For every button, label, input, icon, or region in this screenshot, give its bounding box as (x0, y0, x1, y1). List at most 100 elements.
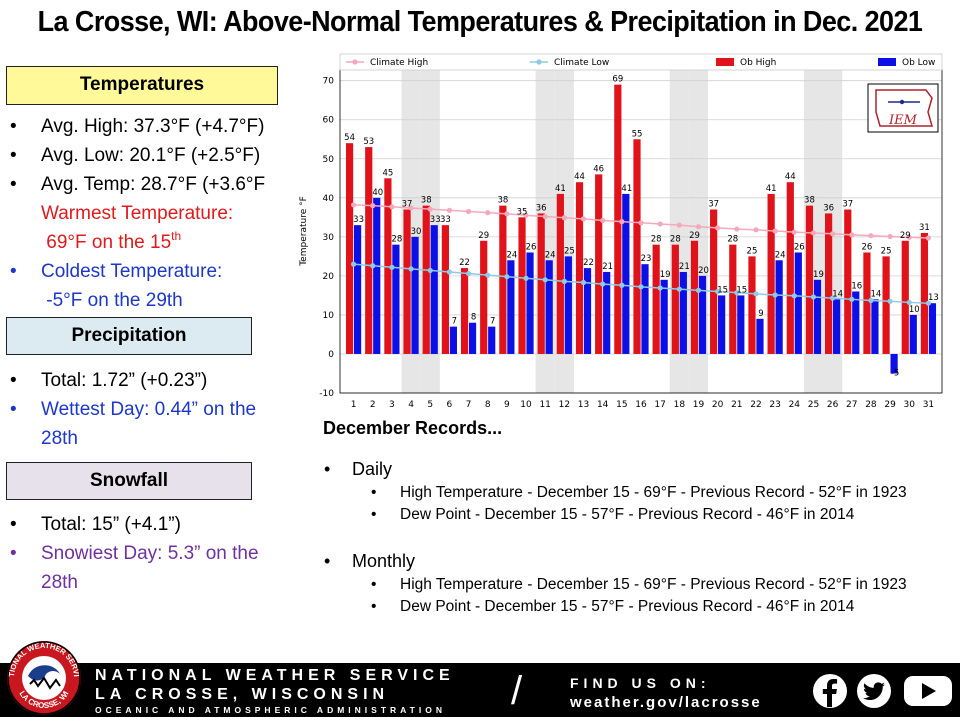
ob-low-value-label: 33 (353, 215, 364, 225)
ob-high-bar (384, 178, 392, 354)
y-tick-label: -10 (319, 389, 334, 399)
ob-low-value-label: 9 (758, 309, 763, 319)
footer-divider: / (511, 669, 523, 713)
legend-label: Climate Low (554, 58, 609, 68)
ob-high-bar (690, 240, 699, 354)
x-tick-label: 5 (427, 400, 433, 410)
footer-office-location: LA CROSSE, WISCONSIN (95, 686, 390, 703)
ob-low-value-label: 7 (452, 317, 457, 327)
x-tick-label: 15 (616, 400, 627, 410)
ob-low-bar (641, 264, 649, 354)
ob-low-bar (928, 303, 937, 354)
climate-high-point (350, 202, 357, 208)
ob-high-value-label: 26 (862, 242, 873, 252)
ob-low-bar (583, 268, 592, 354)
ob-high-value-label: 22 (459, 258, 470, 268)
legend-swatch (716, 58, 734, 66)
ob-high-value-label: 53 (363, 137, 374, 147)
climate-low-point (446, 269, 452, 275)
legend-label: Ob Low (902, 58, 935, 68)
ob-high-value-label: 25 (747, 246, 758, 256)
ob-high-bar (710, 209, 718, 354)
climate-low-point (408, 266, 414, 272)
ob-low-value-label: -5 (891, 368, 899, 378)
climate-low-point (715, 288, 721, 295)
ob-low-bar (813, 279, 822, 354)
ob-low-value-label: 13 (928, 293, 939, 303)
x-tick-label: 8 (485, 400, 491, 410)
warmest-value-line: 69°F on the 15th (8, 228, 265, 257)
x-tick-label: 20 (712, 400, 724, 410)
climate-low-point (580, 279, 587, 286)
snowfall-heading: Snowfall (6, 462, 252, 500)
ob-low-value-label: 7 (490, 317, 495, 327)
climate-high-point (695, 224, 702, 230)
ob-low-value-label: 40 (372, 188, 383, 198)
climate-high-point (408, 205, 414, 211)
ob-low-value-label: 19 (813, 270, 824, 280)
climate-low-point (657, 285, 663, 291)
ob-low-bar (373, 197, 381, 354)
ob-low-value-label: 41 (621, 184, 632, 194)
precipitation-list: Total: 1.72” (+0.23”) Wettest Day: 0.44”… (8, 366, 298, 453)
temperatures-list: Avg. High: 37.3°F (+4.7°F) Avg. Low: 20.… (8, 112, 265, 315)
ob-high-value-label: 38 (497, 196, 508, 206)
ob-high-bar (767, 193, 775, 354)
climate-low-point (370, 263, 376, 269)
footer-website-link[interactable]: weather.gov/lacrosse (570, 694, 762, 711)
ob-high-value-label: 29 (689, 231, 700, 241)
ob-high-value-label: 29 (900, 231, 911, 241)
climate-high-point (542, 213, 548, 220)
ob-high-bar (825, 213, 833, 354)
facebook-icon[interactable] (813, 674, 847, 708)
ob-low-value-label: 21 (679, 262, 690, 272)
ob-high-bar (480, 240, 488, 354)
ob-high-bar (537, 213, 545, 354)
footer-agency: OCEANIC AND ATMOSPHERIC ADMINISTRATION (95, 705, 446, 715)
social-icons (813, 674, 952, 708)
climate-high-point (561, 215, 567, 221)
climate-high-point (676, 222, 682, 228)
ob-low-bar (909, 314, 917, 354)
ob-high-bar (556, 193, 564, 354)
iem-logo-text: IEM (888, 113, 918, 128)
ob-high-value-label: 38 (804, 196, 815, 206)
climate-low-point (638, 284, 644, 290)
climate-high-point (849, 232, 855, 238)
ob-high-bar (460, 268, 469, 354)
y-tick-label: 20 (323, 272, 335, 282)
x-tick-label: 17 (654, 400, 665, 410)
ob-low-bar (353, 225, 362, 354)
x-tick-label: 4 (408, 400, 414, 410)
ob-low-bar (468, 322, 477, 354)
climate-high-point (772, 228, 778, 234)
climate-low-point (600, 281, 606, 287)
climate-low-point (676, 286, 682, 292)
climate-low-point (465, 270, 472, 277)
ob-high-bar (441, 225, 449, 354)
ob-low-bar (449, 326, 457, 354)
ob-high-value-label: 38 (421, 196, 432, 206)
y-tick-label: 10 (323, 311, 335, 321)
ob-low-value-label: 21 (602, 262, 613, 272)
warmest-suffix: th (171, 229, 182, 243)
ob-high-bar (633, 139, 641, 354)
ob-high-value-label: 25 (881, 246, 892, 256)
ob-low-bar (545, 260, 553, 354)
ob-low-bar (507, 260, 515, 354)
ob-high-bar (652, 244, 660, 354)
ob-low-value-label: 22 (583, 258, 594, 268)
twitter-icon[interactable] (857, 674, 891, 708)
climate-high-point (925, 235, 932, 241)
climate-high-point (523, 212, 529, 218)
youtube-icon[interactable] (904, 676, 952, 706)
ob-high-bar (863, 252, 871, 354)
page-title: La Crosse, WI: Above-Normal Temperatures… (37, 6, 923, 38)
climate-low-point (791, 293, 797, 299)
climate-high-point (427, 206, 433, 212)
ob-low-value-label: 10 (909, 305, 920, 315)
x-tick-label: 27 (846, 400, 857, 410)
climate-high-point (465, 208, 472, 215)
climate-low-point (925, 300, 932, 306)
x-tick-label: 6 (447, 400, 453, 410)
